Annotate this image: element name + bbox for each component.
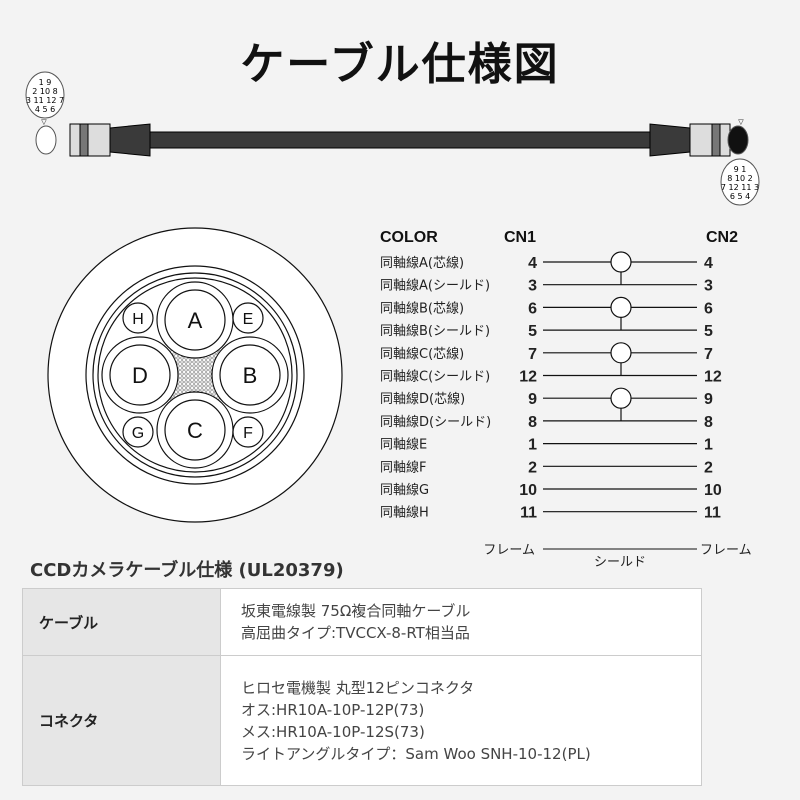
wire-label: 同軸線A(芯線) [380, 255, 464, 271]
core-label: D [132, 363, 148, 388]
small-core [122, 302, 154, 334]
spec-key: ケーブル [22, 588, 221, 656]
cn1-pinout [25, 71, 65, 119]
page-title: ケーブル仕様図 [240, 39, 560, 90]
spec-table: ケーブル 坂東電線製 75Ω複合同軸ケーブル 高屈曲タイプ:TVCCX-8-RT… [22, 588, 702, 786]
wire-label: 同軸線G [380, 482, 429, 498]
cable-illustration: ▽ ▽ 1 9 2 10 8 3 11 12 7 4 5 6 9 1 8 10 … [25, 71, 760, 206]
cn1-pin: 7 [528, 346, 537, 363]
cn1-pin: 11 [520, 505, 537, 522]
core-label: A [188, 308, 203, 333]
svg-text:▽: ▽ [41, 118, 47, 126]
core-label: H [132, 311, 144, 328]
pin-row: 2 10 8 [32, 87, 57, 96]
cn1-pin: 8 [528, 414, 537, 431]
coax-inner [109, 344, 171, 406]
cn2-pin: 10 [704, 482, 722, 499]
cn2-pin: 2 [704, 459, 713, 476]
pin-row: 6 5 4 [730, 192, 750, 201]
table-row: コネクタ ヒロセ電機製 丸型12ピンコネクタ オス:HR10A-10P-12P(… [22, 655, 702, 786]
pin-row: 8 10 2 [727, 174, 752, 183]
wire-label: 同軸線H [380, 505, 429, 521]
core-label: F [243, 425, 253, 442]
spec-line: メス:HR10A-10P-12S(73) [241, 722, 425, 741]
spec-value: 坂東電線製 75Ω複合同軸ケーブル 高屈曲タイプ:TVCCX-8-RT相当品 [220, 588, 702, 656]
wire-label: 同軸線E [380, 437, 427, 453]
core-label: E [243, 311, 254, 328]
small-core [232, 416, 264, 448]
cn2-pin: 6 [704, 300, 713, 317]
core-label: B [243, 363, 258, 388]
spec-line: 坂東電線製 75Ω複合同軸ケーブル [241, 602, 471, 620]
cn1-pin: 12 [519, 369, 537, 386]
spec-value: ヒロセ電機製 丸型12ピンコネクタ オス:HR10A-10P-12P(73) メ… [220, 655, 702, 786]
wire-label: 同軸線C(シールド) [380, 369, 490, 385]
header-cn2: CN2 [706, 229, 738, 246]
spec-key: コネクタ [22, 655, 221, 786]
svg-text:▽: ▽ [738, 118, 744, 126]
frame-left: フレーム [483, 543, 535, 558]
cn2-pin: 4 [704, 255, 713, 272]
core-label: C [187, 418, 203, 443]
cn2-pinout [720, 158, 760, 206]
header-color: COLOR [380, 229, 438, 246]
wire-label: 同軸線F [380, 459, 426, 475]
pin-row: 4 5 6 [35, 105, 55, 114]
coax-inner [219, 344, 281, 406]
shield-circle [610, 387, 632, 409]
spec-line: ライトアングルタイプ：Sam Woo SNH-10-12(PL) [241, 744, 591, 763]
core-label: G [132, 425, 144, 442]
wire-label: 同軸線B(シールド) [380, 323, 490, 339]
shield-circle [610, 251, 632, 273]
spec-title: CCDカメラケーブル仕様 (UL20379) [30, 560, 344, 581]
cn2-pin: 1 [704, 437, 713, 454]
cn1-pin: 2 [528, 459, 537, 476]
frame-right: フレーム [700, 543, 752, 558]
wire-label: 同軸線A(シールド) [380, 278, 490, 294]
cn1-pin: 5 [528, 323, 537, 340]
cn2-pin: 12 [704, 369, 722, 386]
cable-cross-section: A B C D E F G H [47, 227, 343, 523]
header-cn1: CN1 [504, 229, 536, 246]
shield-circle [610, 296, 632, 318]
frame-shield-label: シールド [594, 555, 646, 570]
wire-label: 同軸線C(芯線) [380, 346, 464, 362]
cn1-pin: 1 [528, 437, 537, 454]
cn2-pin: 9 [704, 391, 713, 408]
pin-row: 3 11 12 7 [26, 96, 64, 105]
spec-line: 高屈曲タイプ:TVCCX-8-RT相当品 [241, 624, 470, 642]
cn2-pin: 7 [704, 346, 713, 363]
table-row: ケーブル 坂東電線製 75Ω複合同軸ケーブル 高屈曲タイプ:TVCCX-8-RT… [22, 588, 702, 656]
wire-label: 同軸線D(芯線) [380, 391, 465, 407]
shield-circle [610, 342, 632, 364]
cn2-pin: 5 [704, 323, 713, 340]
pin-row: 9 1 [734, 165, 747, 174]
cn1-pin: 9 [528, 391, 537, 408]
pin-row: 1 9 [39, 78, 52, 87]
cn2-pin: 8 [704, 414, 713, 431]
small-core [232, 302, 264, 334]
cn2-pin: 11 [704, 505, 721, 522]
small-core [122, 416, 154, 448]
cn2-pin: 3 [704, 278, 713, 295]
wire-label: 同軸線B(芯線) [380, 300, 464, 316]
cn1-pin: 10 [519, 482, 537, 499]
cn1-pin: 6 [528, 300, 537, 317]
pin-row: 7 12 11 3 [721, 183, 759, 192]
wire-label: 同軸線D(シールド) [380, 414, 491, 430]
wiring-diagram: COLOR CN1 CN2 同軸線A(芯線) 4 4 同軸線A(シールド) 3 3 同軸線B… [380, 229, 752, 570]
coax-inner [164, 289, 226, 351]
cn1-pin: 4 [528, 255, 537, 272]
coax-inner [164, 399, 226, 461]
cn1-pin: 3 [528, 278, 537, 295]
spec-line: オス:HR10A-10P-12P(73) [241, 700, 425, 719]
spec-line: ヒロセ電機製 丸型12ピンコネクタ [241, 678, 475, 697]
